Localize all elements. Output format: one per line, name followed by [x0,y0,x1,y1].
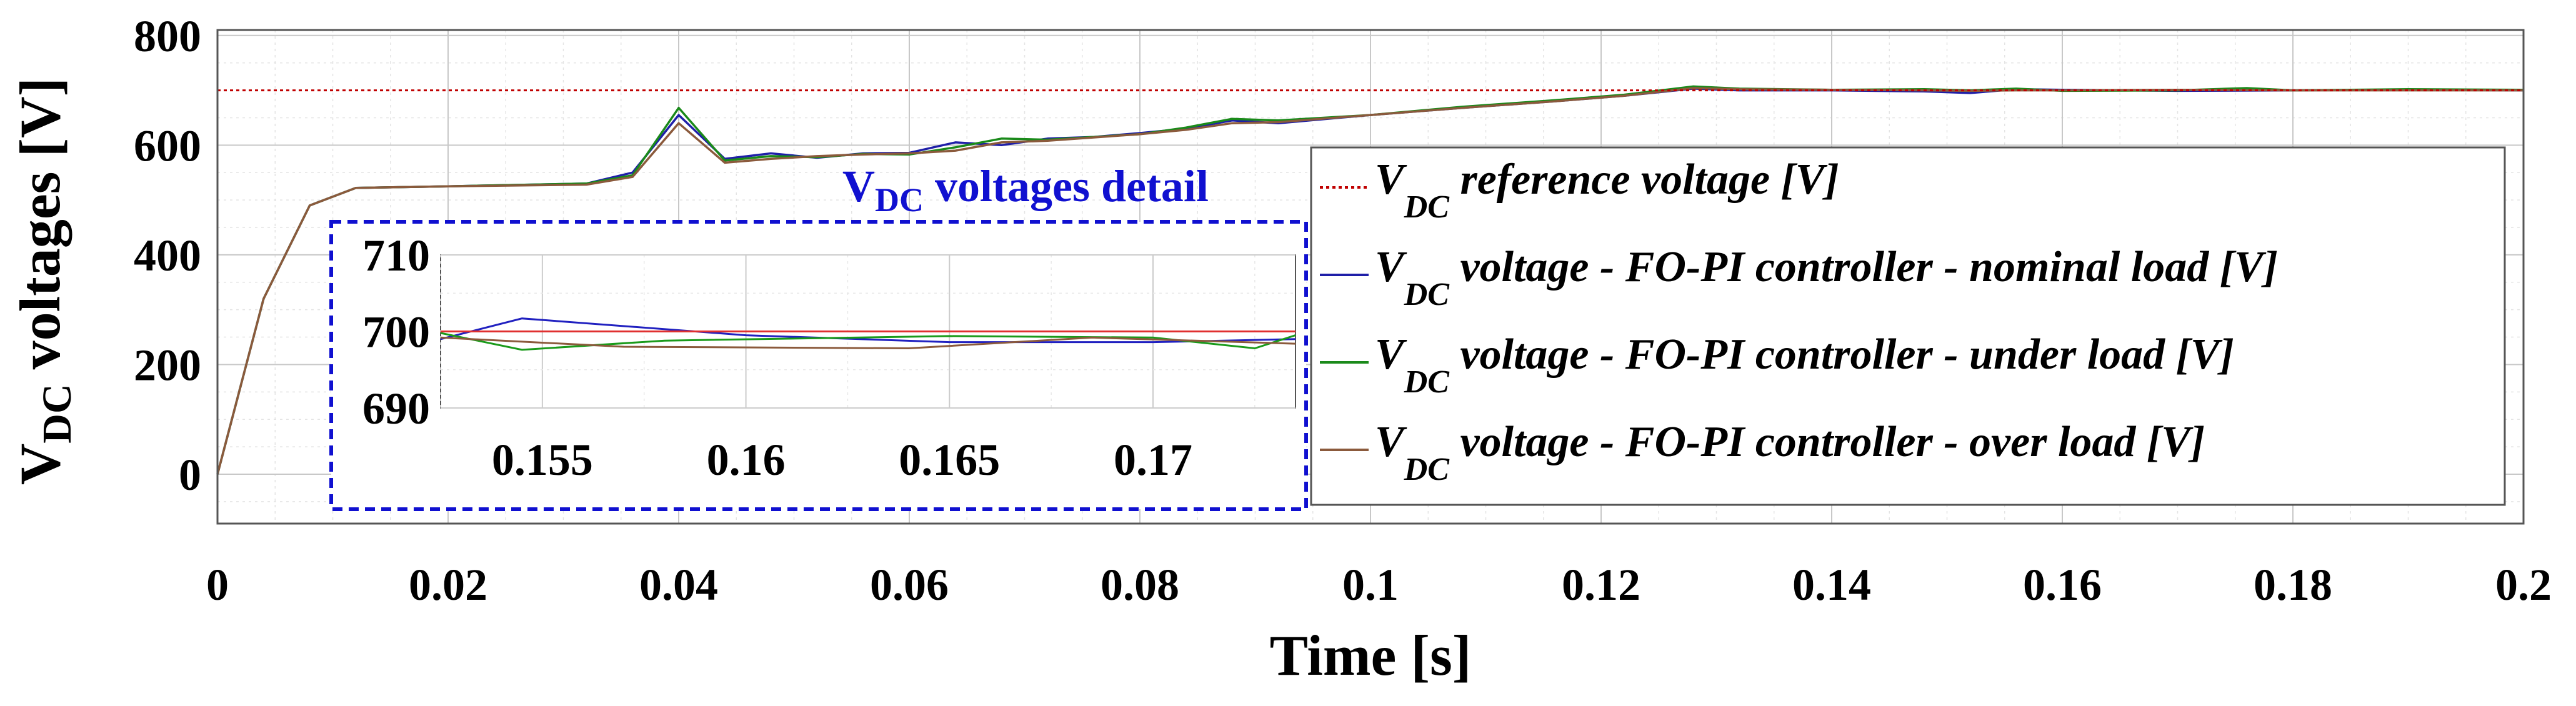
legend-label-sub: DC [1404,452,1450,487]
legend-label-text: voltage - FO-PI controller - over load [… [1449,418,2205,466]
legend-label-reference: VDC reference voltage [V] [1375,156,1839,225]
x-tick-label: 0.02 [409,560,487,610]
legend-label-text: voltage - FO-PI controller - nominal loa… [1449,243,2278,291]
legend-label-sub: DC [1404,364,1450,400]
series-line-over [216,87,2524,475]
x-tick-label: 0.12 [1562,560,1640,610]
y-tick-label: 400 [134,231,201,281]
x-tick-labels: 0 0.02 0.04 0.06 0.08 0.1 0.12 0.14 0.16 0.18 0.2 [206,560,2552,610]
y-tick-label: 600 [134,121,201,171]
y-axis-label: VDC voltages [V] [8,77,80,485]
main-series-lines [216,85,2524,475]
x-tick-label: 0.2 [2495,560,2552,610]
inset-x-tick-label: 0.16 [707,435,786,485]
inset-series-line-over [440,336,1296,350]
inset-x-tick-label: 0.17 [1114,435,1192,485]
y-axis-label-rest: voltages [V] [8,77,72,384]
y-tick-label: 0 [179,450,201,500]
legend-label-main: V [1375,156,1407,204]
x-axis-label: Time [s] [1270,624,1472,687]
y-tick-label: 800 [134,11,201,61]
x-tick-label: 0 [206,560,229,610]
legend-label-under: VDC voltage - FO-PI controller - under l… [1375,331,2234,400]
y-axis-label-sub: DC [34,384,80,443]
plot-frame [216,29,2525,525]
x-tick-label: 0.16 [2023,560,2102,610]
inset-y-tick-label: 700 [362,307,430,357]
x-tick-label: 0.18 [2254,560,2332,610]
inset-series-line-nominal [440,317,1296,344]
inset-y-tick-labels: 690 700 710 [362,231,430,434]
x-tick-label: 0.14 [1792,560,1871,610]
y-tick-labels: 0 200 400 600 800 [134,11,201,500]
y-tick-label: 200 [134,340,201,390]
inset-title-sub: DC [875,181,924,219]
x-tick-label: 0.1 [1342,560,1399,610]
legend-label-over: VDC voltage - FO-PI controller - over lo… [1375,418,2205,487]
legend-label-text: voltage - FO-PI controller - under load … [1449,331,2234,379]
legend-box [1310,146,2506,506]
legend-label-text: reference voltage [V] [1449,156,1839,204]
legend-label-main: V [1375,418,1407,466]
inset-y-tick-label: 690 [362,384,430,434]
inset-title: VDC voltages detail [842,161,1209,219]
x-tick-label: 0.04 [639,560,718,610]
inset-x-tick-labels: 0.155 0.16 0.165 0.17 [492,435,1192,485]
y-axis-label-main: V [8,444,72,485]
x-tick-label: 0.08 [1101,560,1179,610]
legend: VDC reference voltage [V]VDC voltage - F… [1320,156,2278,487]
inset-x-tick-label: 0.155 [492,435,593,485]
inset-title-rest: voltages detail [924,161,1209,211]
inset-series-lines [440,317,1296,351]
inset-y-tick-label: 710 [362,231,430,281]
legend-label-main: V [1375,243,1407,291]
legend-label-nominal: VDC voltage - FO-PI controller - nominal… [1375,243,2278,312]
inset-series-line-under [440,332,1296,351]
x-tick-label: 0.06 [870,560,949,610]
inset-title-main: V [842,161,875,211]
inset-x-tick-label: 0.165 [899,435,1000,485]
legend-label-sub: DC [1404,189,1450,225]
legend-label-main: V [1375,331,1407,379]
legend-label-sub: DC [1404,277,1450,312]
